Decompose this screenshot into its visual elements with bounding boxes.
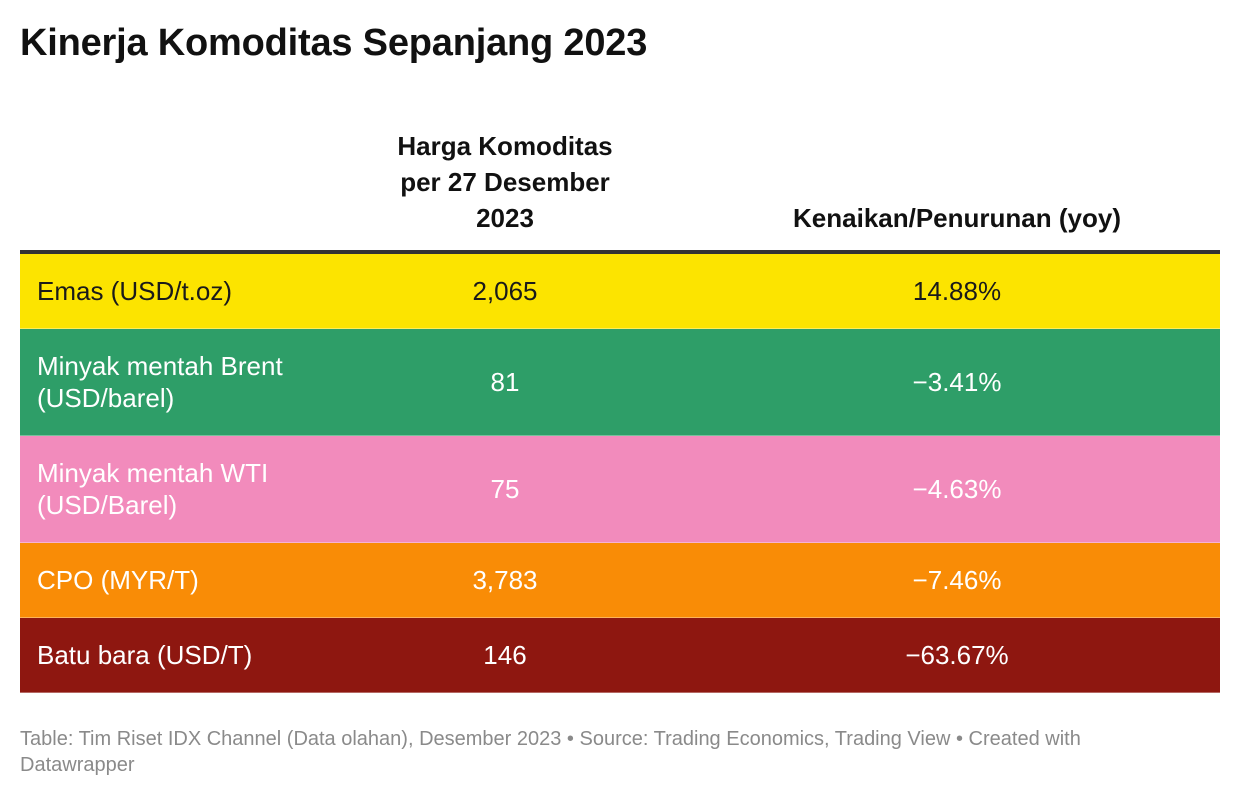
cell-commodity-name: Minyak mentah Brent (USD/barel)	[37, 351, 283, 413]
cell-change: −63.67%	[905, 640, 1009, 670]
cell-price: 75	[490, 474, 520, 504]
table-header: Harga Komoditas per 27 Desember 2023 Ken…	[20, 128, 1220, 254]
cell-price: 146	[483, 640, 527, 670]
cell-price: 3,783	[472, 565, 538, 595]
table-row: Minyak mentah Brent (USD/barel) 81 −3.41%	[20, 329, 1220, 436]
cell-commodity-name: Minyak mentah WTI (USD/Barel)	[37, 458, 269, 520]
column-header-change[interactable]: Kenaikan/Penurunan (yoy)	[793, 203, 1121, 233]
cell-price: 2,065	[472, 276, 538, 306]
table-row: CPO (MYR/T) 3,783 −7.46%	[20, 543, 1220, 618]
chart-title: Kinerja Komoditas Sepanjang 2023	[20, 22, 648, 64]
cell-price: 81	[490, 367, 520, 397]
column-header-price[interactable]: Harga Komoditas per 27 Desember 2023	[397, 131, 613, 233]
table-row: Minyak mentah WTI (USD/Barel) 75 −4.63%	[20, 436, 1220, 543]
table-body: Emas (USD/t.oz) 2,065 14.88% Minyak mentah …	[20, 254, 1220, 693]
table-row: Emas (USD/t.oz) 2,065 14.88%	[20, 254, 1220, 329]
cell-commodity-name: Batu bara (USD/T)	[37, 640, 253, 670]
commodity-table: Harga Komoditas per 27 Desember 2023 Ken…	[20, 128, 1220, 693]
cell-change: −7.46%	[912, 565, 1002, 595]
table-row: Batu bara (USD/T) 146 −63.67%	[20, 618, 1220, 693]
cell-commodity-name: CPO (MYR/T)	[37, 565, 199, 595]
source-footer: Table: Tim Riset IDX Channel (Data olaha…	[20, 728, 1081, 776]
cell-change: −4.63%	[912, 474, 1002, 504]
cell-change: 14.88%	[912, 276, 1002, 306]
cell-commodity-name: Emas (USD/t.oz)	[37, 276, 233, 306]
cell-change: −3.41%	[912, 367, 1002, 397]
